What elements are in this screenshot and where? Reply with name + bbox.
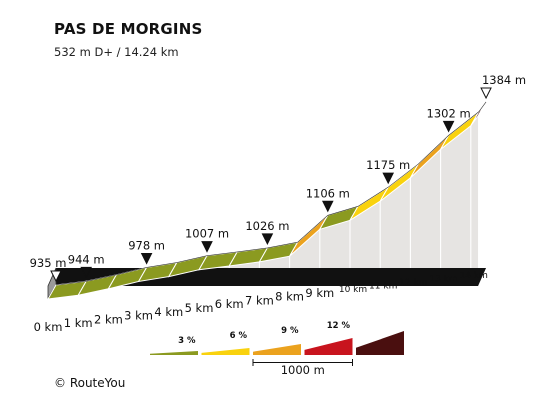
gradient-legend: 3 % 6 % 9 % 12 % 1000 m [150,321,404,377]
x-tick-label: 5 km [185,301,214,315]
elevation-marker-icon [321,200,334,213]
legend-swatch [304,338,353,355]
x-tick-label: 6 km [215,297,244,311]
legend-gradient-label: 6 % [230,331,248,341]
x-tick-label: 4 km [154,305,183,319]
scale-bar-label: 1000 m [281,363,325,377]
elevation-label: 1106 m [306,186,350,200]
x-tick-label: 2 km [94,312,123,326]
elevation-marker-icon [382,172,395,185]
x-tick-label: 10 km [339,285,367,295]
chart-title: PAS DE MORGINS [54,20,203,38]
x-tick-label: 14 km [460,271,488,281]
legend-gradient-label: 12 % [327,321,351,331]
profile-layer [47,101,487,300]
elevation-marker-icon [442,120,455,133]
elevation-label: 1302 m [427,106,471,120]
elevation-label: 1026 m [245,219,289,233]
legend-swatch [356,331,404,355]
summit-marker-icon [480,87,492,100]
legend-swatch [253,344,301,355]
x-axis: 0 km 1 km 2 km 3 km 4 km 5 km 6 km 7 km 8 km 9 km… [34,271,488,334]
elevation-label: 935 m [30,256,67,270]
x-tick-label: 3 km [124,309,153,323]
legend-swatch [201,348,250,355]
elevation-label: 1175 m [366,158,410,172]
elevation-label: 1384 m [482,73,526,87]
chart-subtitle: 532 m D+ / 14.24 km [54,45,179,59]
profile-side-wall [48,115,479,299]
x-tick-label: 0 km [34,320,63,334]
elevation-label: 1007 m [185,227,229,241]
x-tick-label: 13 km [429,275,457,285]
x-tick-label: 11 km [369,282,397,292]
elevation-marker-icon [201,241,213,253]
x-tick-label: 1 km [64,316,93,330]
x-tick-label: 9 km [305,286,334,300]
x-tick-label: 12 km [399,278,427,288]
x-tick-label: 7 km [245,293,274,307]
copyright-text: © RouteYou [54,376,126,390]
legend-swatch [150,351,198,355]
elevation-marker-icon [140,252,153,265]
elevation-label: 978 m [128,238,165,252]
elevation-label: 944 m [68,252,105,266]
start-marker-icon [50,270,62,283]
elevation-marker-icon [261,233,274,246]
marker-layer: 935 m 944 m 978 m 1007 m 1026 m 1106 m 1175 m 1… [30,73,526,283]
legend-gradient-label: 9 % [281,326,299,336]
elevation-marker-icon [80,266,93,279]
legend-gradient-label: 3 % [178,336,196,346]
profile-top-edge [55,101,487,286]
x-tick-label: 8 km [275,290,304,304]
